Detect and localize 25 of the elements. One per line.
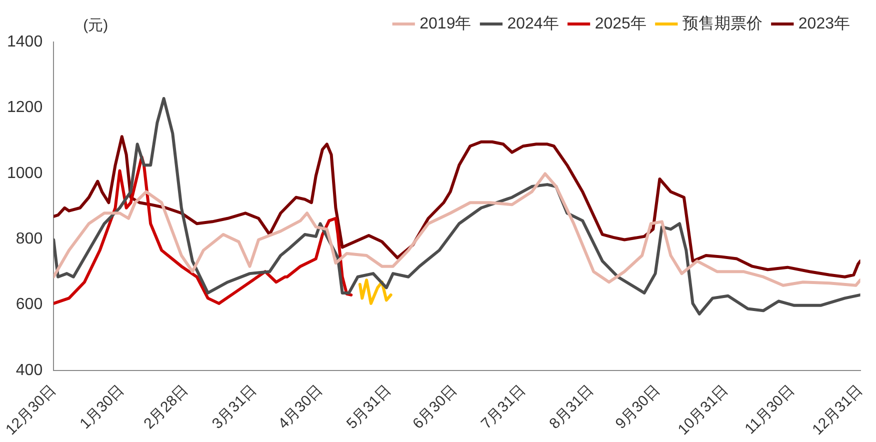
x-tick-label: 8月31日 [546,382,598,432]
x-tick-label: 9月30日 [612,382,664,432]
y-axis-title: (元) [83,17,108,34]
x-tick-label: 1月30日 [76,382,128,432]
y-tick-label: 1400 [7,33,43,50]
x-tick-label: 12月30日 [2,382,60,438]
x-tick-label: 5月31日 [343,382,394,432]
y-tick-label: 400 [16,362,43,379]
legend-label: 2019年 [420,15,472,32]
x-tick-label: 11月30日 [742,382,798,438]
y-tick-label: 600 [16,296,43,314]
legend-label: 2024年 [507,15,559,32]
legend-label: 2023年 [798,15,850,32]
legend-label: 预售期票价 [682,14,762,32]
x-tick-label: 2月28日 [140,382,192,432]
legend-label: 2025年 [594,15,646,32]
y-tick-label: 1000 [7,164,43,182]
x-tick-label: 6月30日 [410,382,460,432]
x-tick-label: 3月31日 [208,382,260,432]
x-tick-label: 12月31日 [809,382,866,438]
x-tick-label: 7月31日 [478,382,529,432]
x-tick-label: 10月31日 [674,382,732,438]
y-tick-label: 1200 [7,99,43,116]
x-tick-label: 4月30日 [275,382,326,432]
y-tick-label: 800 [16,230,43,248]
